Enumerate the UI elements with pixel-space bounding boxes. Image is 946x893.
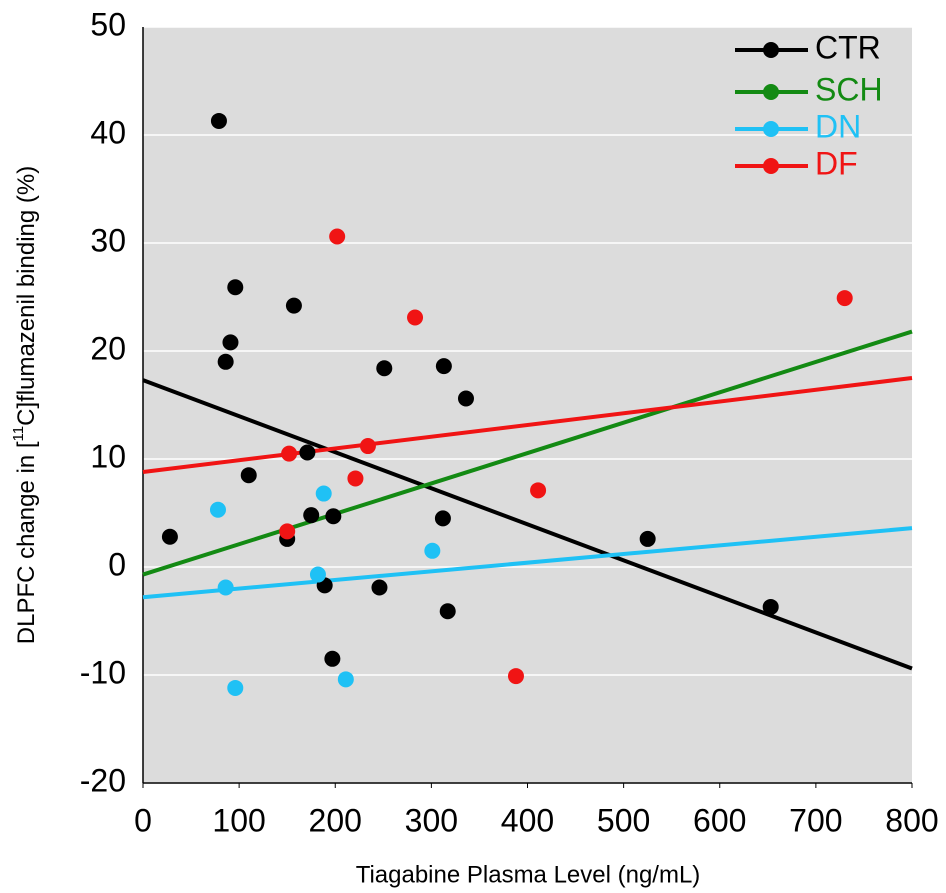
point: [217, 579, 234, 596]
x-tick-label: 600: [693, 802, 746, 838]
x-tick-label: 200: [309, 802, 362, 838]
point: [347, 470, 364, 487]
point: [240, 467, 257, 484]
point: [161, 528, 178, 545]
y-tick-label: 20: [90, 330, 126, 366]
point: [359, 438, 376, 455]
point: [227, 679, 244, 696]
point: [434, 510, 451, 527]
legend-text: DF: [815, 145, 858, 181]
point: [836, 290, 853, 307]
y-axis-title-part: C]flumazenil binding (%): [13, 166, 40, 426]
point: [285, 297, 302, 314]
x-tick-label: 700: [789, 802, 842, 838]
y-axis-title-part: DLPFC change in [: [13, 441, 40, 644]
point: [217, 353, 234, 370]
fit-line: [142, 526, 913, 600]
y-tick-label: 0: [108, 546, 126, 582]
point: [435, 358, 452, 375]
y-axis-title-sup: 11: [10, 426, 27, 442]
point: [309, 566, 326, 583]
point: [299, 444, 316, 461]
point: [457, 390, 474, 407]
point: [210, 112, 227, 129]
legend-text: CTR: [815, 29, 881, 65]
legend-text: DN: [815, 108, 861, 144]
legend-marker: [763, 121, 779, 137]
y-tick-label: 40: [90, 114, 126, 150]
point: [376, 360, 393, 377]
legend-marker: [763, 158, 779, 174]
x-tick-label: 0: [134, 802, 152, 838]
x-tick-label: 100: [212, 802, 265, 838]
point: [315, 485, 332, 502]
point: [439, 603, 456, 620]
point: [762, 598, 779, 615]
fit-line: [142, 378, 913, 671]
legend-marker: [763, 42, 779, 58]
point: [507, 668, 524, 685]
legend-marker: [763, 84, 779, 100]
point: [424, 542, 441, 559]
x-axis-title: Tiagabine Plasma Level (ng/mL): [356, 861, 701, 888]
x-tick-label: 800: [885, 802, 938, 838]
point: [530, 482, 547, 499]
fit-line: [142, 329, 913, 577]
x-tick-label: 400: [501, 802, 554, 838]
y-tick-label: 30: [90, 222, 126, 258]
y-tick-label: 10: [90, 438, 126, 474]
point: [303, 507, 320, 524]
point: [222, 334, 239, 351]
point: [209, 501, 226, 518]
legend-text: SCH: [815, 71, 883, 107]
point: [227, 279, 244, 296]
y-tick-label: 50: [90, 6, 126, 42]
y-axis-title: DLPFC change in [11C]flumazenil binding …: [10, 166, 40, 644]
point: [281, 445, 298, 462]
point: [337, 671, 354, 688]
x-tick-label: 500: [597, 802, 650, 838]
y-tick-label: -10: [80, 654, 126, 690]
point: [279, 523, 296, 540]
y-tick-label: -20: [80, 762, 126, 798]
point: [325, 508, 342, 525]
point: [371, 579, 388, 596]
x-tick-label: 300: [405, 802, 458, 838]
fit-line: [142, 376, 913, 474]
point: [329, 228, 346, 245]
point: [407, 309, 424, 326]
point: [324, 650, 341, 667]
plot-background: [143, 27, 912, 783]
point: [639, 530, 656, 547]
